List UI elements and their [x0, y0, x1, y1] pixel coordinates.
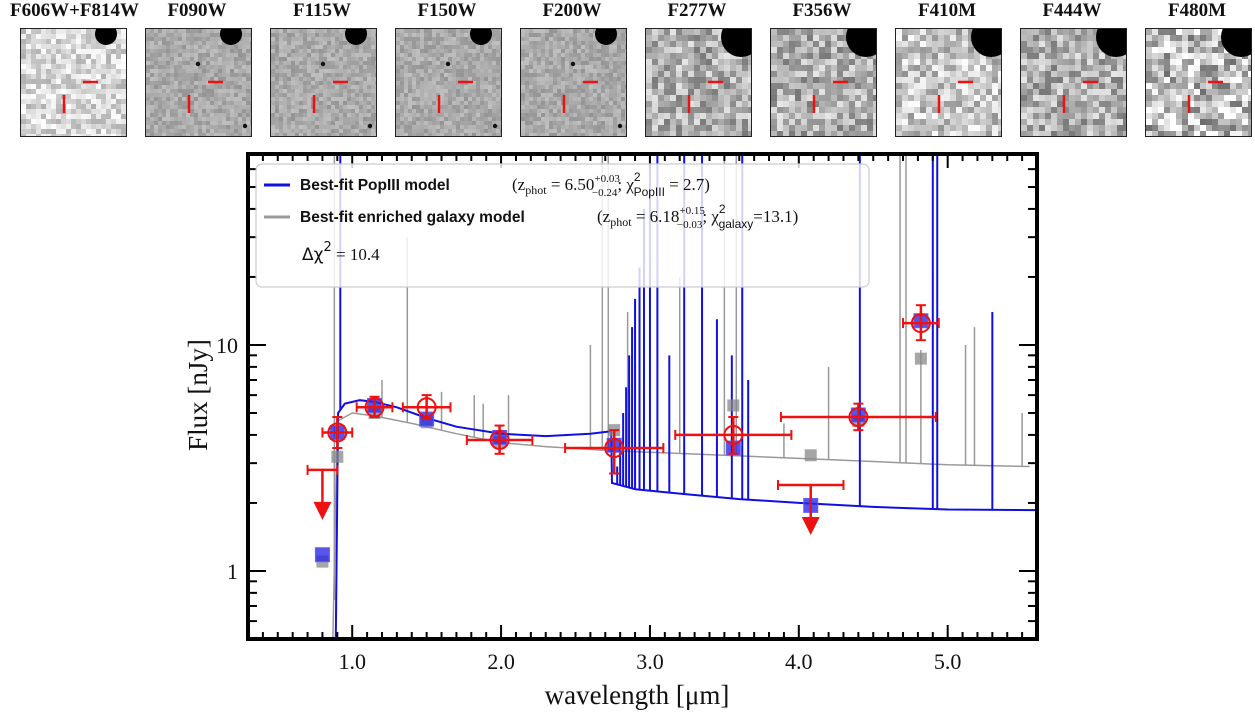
- legend-annotation-part: phot: [610, 215, 632, 229]
- observed-photometry-point: [902, 304, 940, 342]
- legend-annotation-part: = 6.18: [632, 207, 680, 226]
- bright-star: [1221, 29, 1251, 57]
- observed-marker: [910, 313, 931, 334]
- cutout-image: [770, 28, 877, 137]
- galaxy-model-photometry-point: [727, 399, 740, 412]
- legend-annotation-part: 2: [634, 170, 641, 184]
- delta-chi2-value: = 10.4: [332, 245, 380, 264]
- legend-annotation-part: +0.15: [679, 205, 705, 217]
- cutout-image: [645, 28, 752, 137]
- observed-marker: [364, 397, 385, 418]
- y-tick-label: 10: [216, 333, 238, 358]
- legend-annotation-part: phot: [525, 183, 547, 197]
- galaxy-model-photometry-point: [331, 450, 344, 463]
- cutout-filter-label: F090W: [167, 0, 227, 21]
- legend-annotation-part: PopIII: [634, 185, 665, 199]
- popiii-model-photometry-point: [314, 547, 330, 563]
- x-tick-label: 5.0: [934, 649, 962, 674]
- legend-label: Best-fit enriched galaxy model: [300, 209, 525, 226]
- observed-photometry-point: [674, 416, 793, 455]
- observed-marker: [416, 397, 437, 418]
- legend-fit-annotation: (zphot = 6.50+0.03 −0.24; χ2 PopIII = 2.7): [512, 170, 710, 199]
- galaxy-model-photometry-point: [804, 449, 817, 462]
- observed-photometry-point: [401, 394, 452, 421]
- legend-annotation-part: (z: [512, 175, 526, 194]
- cutout-image: [1020, 28, 1127, 137]
- observed-photometry-point: [321, 416, 354, 450]
- bright-star: [721, 29, 751, 57]
- bright-star: [345, 29, 367, 45]
- cutout-filter-label: F606W+F814W: [10, 0, 140, 21]
- x-tick-label: 2.0: [487, 649, 515, 674]
- bright-star: [470, 29, 492, 45]
- cutout-filter-label: F277W: [667, 0, 727, 21]
- legend-annotation-part: (z: [597, 207, 611, 226]
- cutout-filter-label: F410M: [917, 0, 977, 21]
- legend-box: [255, 163, 870, 288]
- legend-annotation-part: +0.03: [594, 173, 620, 185]
- cutout-image: [20, 28, 127, 137]
- observed-photometry-point: [564, 429, 665, 475]
- cutout-image: [145, 28, 252, 137]
- legend-annotation-part: galaxy: [719, 217, 754, 231]
- cutout-filter-label: F356W: [792, 0, 852, 21]
- galaxy-model-photometry-point: [914, 352, 927, 365]
- galaxy-model-spectrum-continuum: [332, 412, 1030, 639]
- popiii-model-spectrum-continuum: [334, 399, 1037, 639]
- delta-chi2-label: Δχ2 = 10.4: [302, 240, 380, 265]
- bright-star: [1096, 29, 1126, 57]
- cutout-filter-label: F480M: [1167, 0, 1227, 21]
- cutout-image: [270, 28, 377, 137]
- legend-annotation-part: −0.03: [677, 219, 703, 231]
- observed-marker: [848, 407, 869, 428]
- y-tick-label: 1: [227, 559, 238, 584]
- legend-annotation-part: ; χ: [702, 207, 719, 226]
- x-tick-label: 4.0: [785, 649, 813, 674]
- x-tick-label: 3.0: [636, 649, 664, 674]
- down-arrow-icon: [801, 517, 820, 536]
- y-axis-label: Flux [nJy]: [183, 339, 213, 451]
- bright-star: [971, 29, 1001, 57]
- axes: 1.0 2.0 3.0 4.0 5.0 1 10: [216, 152, 1039, 674]
- observed-marker: [489, 429, 510, 450]
- cutout-image: [395, 28, 502, 137]
- cutout-filter-label: F444W: [1042, 0, 1102, 21]
- x-tick-label: 1.0: [338, 649, 366, 674]
- observed-marker: [327, 422, 348, 443]
- legend-annotation-part: = 6.50: [547, 175, 595, 194]
- legend-fit-annotation: (zphot = 6.18+0.15 −0.03; χ2 galaxy=13.1): [597, 202, 798, 231]
- delta-chi2-sup: 2: [323, 240, 331, 255]
- upper-limit-point: [306, 464, 339, 520]
- down-arrow-icon: [313, 501, 332, 520]
- legend: Best-fit PopIII model (zphot = 6.50+0.03−…: [255, 163, 870, 288]
- cutout-filter-label: F200W: [542, 0, 602, 21]
- legend-annotation-part: =13.1): [753, 207, 798, 226]
- legend-annotation-part: 2: [719, 202, 726, 216]
- legend-annotation-part: ; χ: [617, 175, 634, 194]
- cutout-filter-label: F150W: [417, 0, 477, 21]
- cutout-image: [895, 28, 1002, 137]
- cutout-image: [520, 28, 627, 137]
- bright-star: [95, 29, 117, 45]
- bright-star: [595, 29, 617, 45]
- legend-annotation-part: = 2.7): [665, 175, 710, 194]
- legend-label: Best-fit PopIII model: [300, 177, 450, 194]
- observed-marker: [604, 438, 625, 459]
- bright-star: [846, 29, 876, 57]
- bright-star: [220, 29, 242, 45]
- observed-photometry-point: [355, 395, 394, 419]
- cutout-image: [1145, 28, 1252, 137]
- delta-chi2-prefix: Δχ: [302, 245, 324, 265]
- cutout-filter-label: F115W: [292, 0, 352, 21]
- legend-annotation-part: −0.24: [592, 187, 618, 199]
- plot-frame: [246, 152, 1039, 641]
- upper-limit-point: [776, 480, 845, 536]
- observed-photometry-point: [465, 424, 534, 455]
- observed-photometry-point: [779, 402, 937, 432]
- observed-marker: [723, 424, 744, 445]
- x-axis-label: wavelength [μm]: [545, 680, 730, 710]
